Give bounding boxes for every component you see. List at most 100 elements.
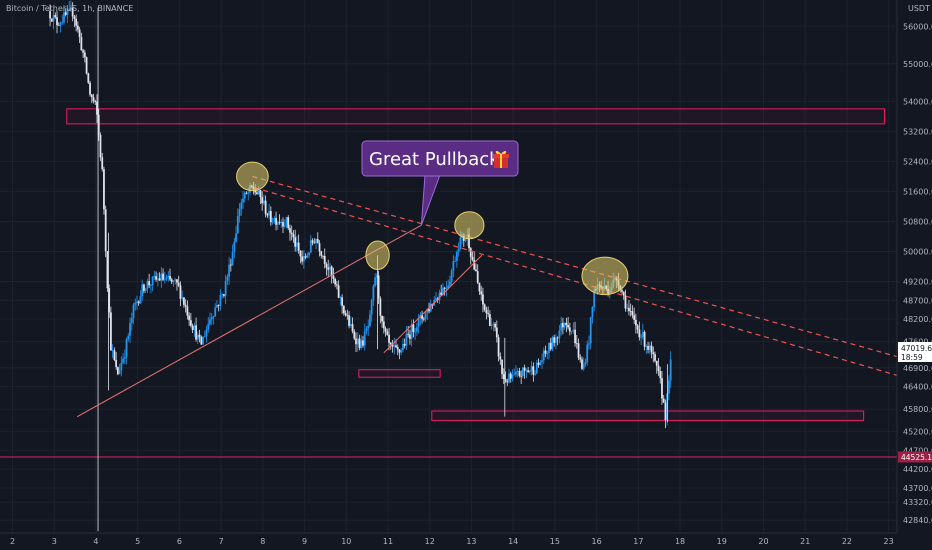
candle-body (584, 362, 587, 365)
candle-body (628, 307, 630, 311)
candle-body (75, 18, 78, 26)
candle-body (654, 354, 656, 361)
candle-body (209, 319, 211, 324)
candle-body (156, 278, 159, 280)
candle-body (290, 232, 293, 235)
ascending-trendline (383, 254, 483, 354)
y-tick-label: 54000.00 (903, 97, 932, 106)
candle-body (661, 378, 663, 399)
candle-body (502, 374, 505, 380)
candle-body (158, 278, 161, 281)
candle-body (485, 309, 488, 314)
candle-body (535, 362, 538, 374)
candle-body (664, 402, 667, 421)
candle-body (402, 343, 404, 351)
candle-body (360, 340, 363, 348)
y-tick-label: 49200.00 (903, 278, 932, 287)
candle-body (103, 169, 105, 210)
highlight-ellipse (581, 256, 629, 296)
candle-body (325, 263, 328, 268)
candle-body (174, 279, 177, 281)
candle-body (313, 242, 316, 244)
candle-body (78, 29, 81, 38)
candle-body (282, 221, 284, 227)
candle-body (539, 362, 542, 365)
candle-body (429, 303, 432, 312)
candle-body (377, 275, 380, 299)
callout[interactable]: Great Pullback (361, 140, 519, 226)
candle-body (381, 315, 383, 322)
candle-body (304, 256, 307, 258)
time-axis[interactable]: 2 3 4 5 6 7 8 9 10 11 12 13 14 15 16 17 18 19 20 21 22 23 (0, 532, 897, 546)
candle-body (631, 311, 634, 316)
candle-body (129, 322, 131, 336)
candle-body (549, 342, 552, 350)
candle-body (202, 336, 204, 345)
candle-body (405, 333, 408, 346)
candle-body (379, 298, 382, 316)
candle-body (316, 239, 319, 244)
candle-body (556, 337, 559, 339)
candle-body (495, 327, 498, 338)
level-price: 44525.15 (901, 453, 932, 462)
candle-body (238, 209, 241, 216)
candle-body (341, 297, 344, 306)
candle-body (645, 345, 648, 347)
candle-body (367, 326, 370, 329)
candle-body (92, 97, 95, 102)
candle-body (108, 288, 111, 313)
candle-body (515, 371, 517, 375)
candle-body (375, 275, 378, 278)
candle-body (296, 242, 298, 247)
candle-body (262, 200, 265, 204)
y-tick-label: 44700.00 (903, 446, 932, 455)
candle-body (327, 267, 330, 270)
candle-body (650, 345, 653, 353)
candle-body (113, 350, 116, 360)
candle-body (205, 329, 208, 337)
candle-body (130, 317, 133, 323)
candle-body (384, 328, 387, 332)
candle-body (435, 298, 437, 300)
candle-body (101, 157, 104, 170)
candle-body (309, 240, 312, 253)
candle-body (454, 260, 457, 262)
candle-body (280, 221, 283, 223)
y-tick-label: 46400.00 (903, 383, 932, 392)
candle-body (638, 329, 641, 338)
candle-body (83, 52, 86, 58)
candle-body (266, 213, 269, 216)
candle-body (89, 82, 91, 95)
candle-body (165, 277, 168, 280)
candle-body (445, 288, 448, 289)
drawings (76, 175, 898, 418)
callout-label: Great Pullback (369, 149, 500, 170)
candle-body (191, 325, 194, 331)
candle-body (415, 327, 418, 332)
price-axis[interactable]: 42840.00 43320.00 43700.00 44200.00 44700.00… (896, 0, 932, 533)
candle-body (668, 380, 670, 394)
candle-body (221, 294, 224, 296)
candle-body (332, 275, 335, 279)
candle-body (370, 300, 373, 315)
candle-body (351, 324, 354, 332)
candle-body (647, 345, 649, 350)
candle-body (633, 315, 636, 320)
y-tick-label: 56000.00 (903, 22, 932, 31)
candle-body (551, 337, 554, 350)
candle-body (212, 316, 215, 318)
y-tick-label: 46900.00 (903, 364, 932, 373)
candle-body (339, 297, 342, 299)
candle-body (160, 273, 163, 281)
support-zone (358, 369, 441, 378)
candle-body (163, 279, 166, 280)
candle-body (553, 337, 556, 343)
candle-body (318, 243, 321, 252)
candle-body (537, 362, 540, 365)
candle-body (561, 323, 564, 328)
candle-body (469, 248, 472, 257)
x-tick-label: 4 (93, 537, 98, 546)
candle-body (525, 370, 528, 372)
candle-body (520, 375, 523, 377)
